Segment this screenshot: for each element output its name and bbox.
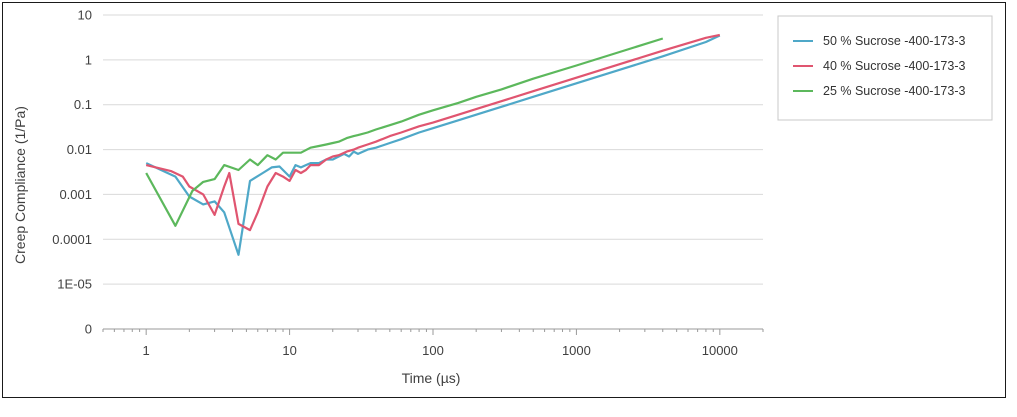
axis-layer: 0 1E-05 0.0001 0.001 0.01 0.1 1 10 1 10 100 1000 100… <box>52 8 764 358</box>
legend-label: 25 % Sucrose -400-173-3 <box>823 84 965 98</box>
legend-items: 50 % Sucrose -400-173-3 40 % Sucrose -400… <box>793 34 965 98</box>
x-tick-label: 1 <box>143 343 150 358</box>
creep-compliance-chart: 0 1E-05 0.0001 0.001 0.01 0.1 1 10 1 10 100 1000 100… <box>12 8 993 386</box>
x-tick-label: 10000 <box>702 343 738 358</box>
y-tick-label: 0.0001 <box>52 232 92 247</box>
legend-box <box>777 15 993 121</box>
y-tick-label: 0 <box>85 322 92 337</box>
series-layer <box>145 33 721 256</box>
y-axis-title: Creep Compliance (1/Pa) <box>12 106 28 264</box>
y-tick-label: 0.1 <box>74 97 92 112</box>
series-line-3 <box>145 37 664 227</box>
chart-frame: 0 1E-05 0.0001 0.001 0.01 0.1 1 10 1 10 100 1000 100… <box>2 2 1006 398</box>
legend-label: 40 % Sucrose -400-173-3 <box>823 59 965 73</box>
y-tick-label: 0.001 <box>59 187 92 202</box>
legend-label: 50 % Sucrose -400-173-3 <box>823 34 965 48</box>
y-tick-label: 1 <box>85 52 92 67</box>
x-tick-label: 10 <box>282 343 296 358</box>
grid-layer <box>103 14 763 285</box>
x-tick-label: 1000 <box>562 343 591 358</box>
x-axis-title: Time (µs) <box>402 370 461 386</box>
y-tick-label: 1E-05 <box>57 277 92 292</box>
y-tick-label: 10 <box>78 8 92 23</box>
legend: 50 % Sucrose -400-173-3 40 % Sucrose -400… <box>777 15 993 121</box>
series-line-1 <box>145 34 721 256</box>
series-line-2 <box>145 33 721 232</box>
y-tick-label: 0.01 <box>67 142 92 157</box>
x-tick-label: 100 <box>422 343 444 358</box>
